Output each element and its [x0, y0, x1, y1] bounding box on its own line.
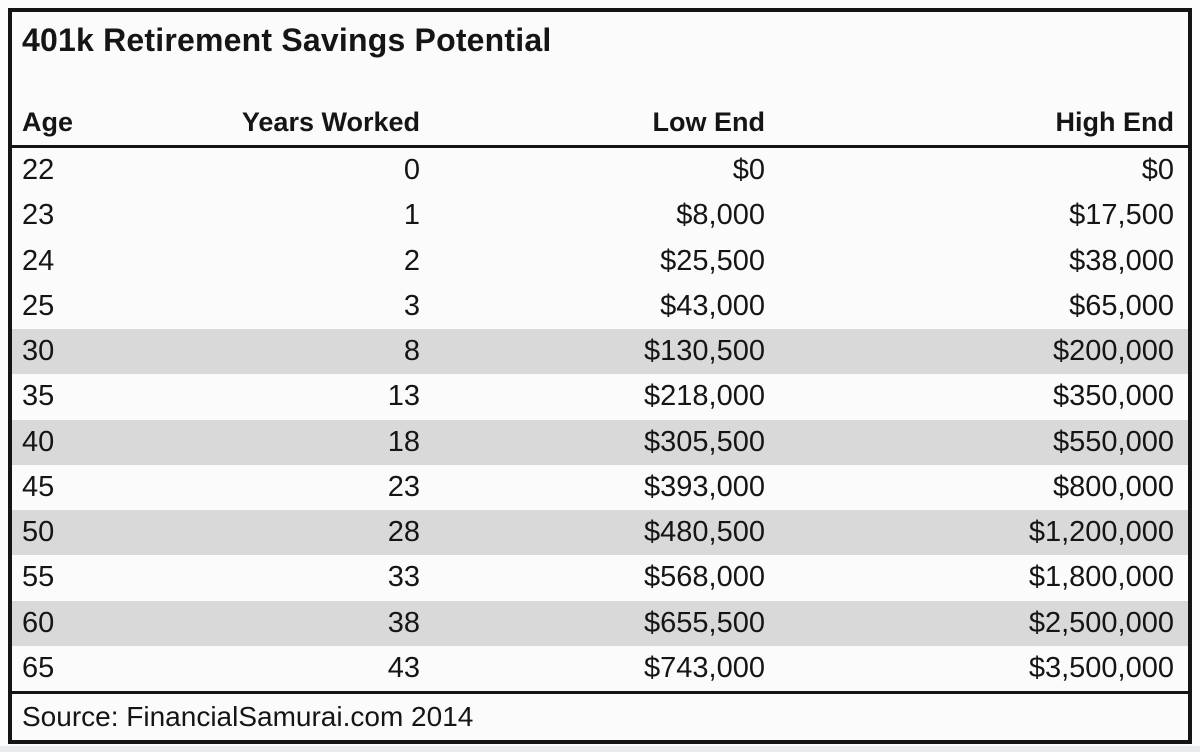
table-row: 25 3 $43,000 $65,000 — [12, 284, 1188, 329]
cell-high-end: $200,000 — [1053, 335, 1174, 368]
table-row: 45 23 $393,000 $800,000 — [12, 465, 1188, 510]
cell-low-end: $0 — [732, 154, 765, 187]
column-header-years-worked: Years Worked — [241, 107, 420, 137]
cell-age: 24 — [22, 244, 55, 277]
cell-age: 23 — [22, 199, 55, 232]
cell-age: 60 — [22, 606, 55, 639]
cell-age: 40 — [22, 425, 55, 458]
cell-age: 30 — [22, 335, 55, 368]
cell-age: 65 — [22, 651, 55, 684]
source-note: Source: FinancialSamurai.com 2014 — [12, 691, 1188, 740]
table-row: 55 33 $568,000 $1,800,000 — [12, 555, 1188, 600]
table-frame: 401k Retirement Savings Potential Age Ye… — [8, 8, 1192, 744]
table-row: 35 13 $218,000 $350,000 — [12, 374, 1188, 419]
cell-low-end: $25,500 — [660, 244, 765, 277]
table-row: 40 18 $305,500 $550,000 — [12, 419, 1188, 465]
cell-high-end: $1,200,000 — [1028, 516, 1174, 549]
cell-years-worked: 13 — [387, 380, 420, 413]
cell-years-worked: 3 — [403, 289, 420, 322]
cell-years-worked: 8 — [403, 335, 420, 368]
page-edge-shadow — [0, 746, 1200, 752]
cell-low-end: $130,500 — [644, 335, 765, 368]
table-header-row: Age Years Worked Low End High End — [12, 100, 1188, 148]
cell-age: 45 — [22, 470, 55, 503]
cell-years-worked: 33 — [387, 561, 420, 594]
cell-low-end: $43,000 — [660, 289, 765, 322]
cell-years-worked: 43 — [387, 651, 420, 684]
cell-low-end: $8,000 — [676, 199, 765, 232]
cell-years-worked: 0 — [403, 154, 420, 187]
cell-age: 25 — [22, 289, 55, 322]
column-header-low-end: Low End — [652, 107, 765, 137]
table-row: 23 1 $8,000 $17,500 — [12, 193, 1188, 238]
table-row: 30 8 $130,500 $200,000 — [12, 329, 1188, 375]
cell-high-end: $38,000 — [1069, 244, 1174, 277]
table-row: 22 0 $0 $0 — [12, 148, 1188, 193]
cell-high-end: $65,000 — [1069, 289, 1174, 322]
cell-high-end: $550,000 — [1053, 425, 1174, 458]
table-row: 65 43 $743,000 $3,500,000 — [12, 646, 1188, 691]
table-body: 22 0 $0 $0 23 1 $8,000 $17,500 24 2 $25,… — [12, 148, 1188, 691]
table-row: 24 2 $25,500 $38,000 — [12, 239, 1188, 284]
cell-years-worked: 18 — [387, 425, 420, 458]
cell-low-end: $393,000 — [644, 470, 765, 503]
cell-low-end: $218,000 — [644, 380, 765, 413]
cell-low-end: $655,500 — [644, 606, 765, 639]
cell-low-end: $743,000 — [644, 651, 765, 684]
cell-years-worked: 28 — [387, 516, 420, 549]
cell-years-worked: 38 — [387, 606, 420, 639]
cell-low-end: $305,500 — [644, 425, 765, 458]
cell-high-end: $350,000 — [1053, 380, 1174, 413]
cell-high-end: $2,500,000 — [1028, 606, 1174, 639]
cell-low-end: $480,500 — [644, 516, 765, 549]
cell-high-end: $3,500,000 — [1028, 651, 1174, 684]
cell-age: 35 — [22, 380, 55, 413]
page-title: 401k Retirement Savings Potential — [22, 22, 552, 58]
cell-high-end: $0 — [1141, 154, 1174, 187]
column-header-high-end: High End — [1055, 107, 1174, 137]
table-row: 60 38 $655,500 $2,500,000 — [12, 600, 1188, 646]
cell-age: 55 — [22, 561, 55, 594]
column-header-age: Age — [22, 107, 74, 137]
cell-low-end: $568,000 — [644, 561, 765, 594]
cell-high-end: $800,000 — [1053, 470, 1174, 503]
cell-high-end: $1,800,000 — [1028, 561, 1174, 594]
cell-age: 22 — [22, 154, 55, 187]
cell-high-end: $17,500 — [1069, 199, 1174, 232]
cell-years-worked: 1 — [403, 199, 420, 232]
cell-years-worked: 2 — [403, 244, 420, 277]
cell-years-worked: 23 — [387, 470, 420, 503]
cell-age: 50 — [22, 516, 55, 549]
table-row: 50 28 $480,500 $1,200,000 — [12, 510, 1188, 556]
